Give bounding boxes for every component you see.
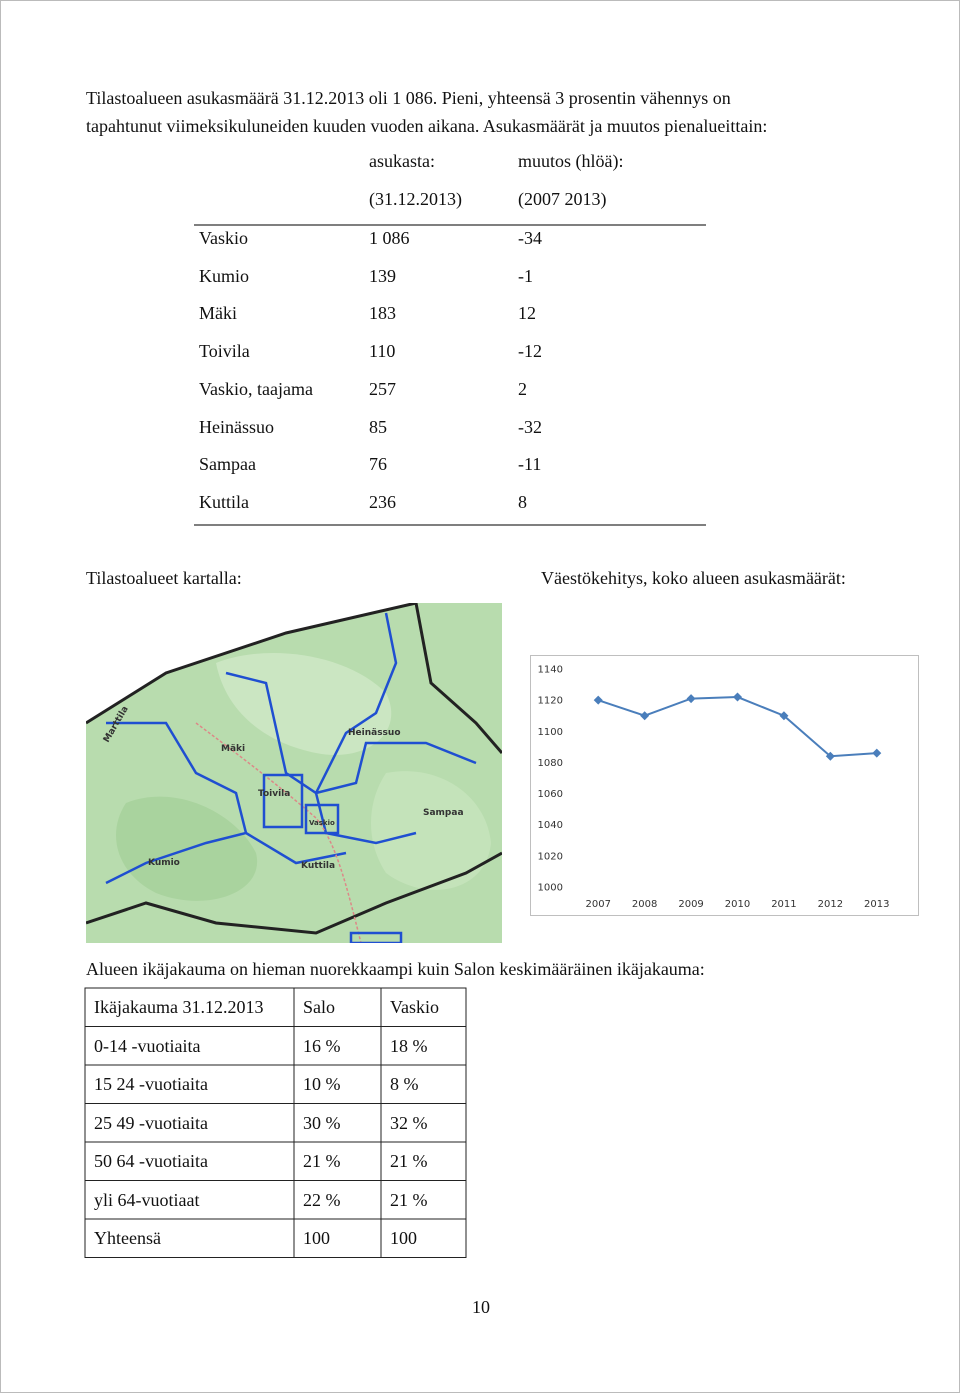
table-cell: 236 <box>369 491 396 512</box>
map-border <box>86 603 502 935</box>
table-cell: -32 <box>518 416 542 437</box>
table-header: asukasta: <box>369 151 435 171</box>
x-tick-label: 2010 <box>725 899 750 910</box>
data-point <box>686 694 696 704</box>
table-cell: Yhteensä <box>94 1228 161 1248</box>
chart-frame <box>530 655 919 916</box>
table-cell: 16 % <box>303 1035 341 1056</box>
table-cell: 100 <box>390 1228 417 1248</box>
map-label: Kumio <box>148 858 180 868</box>
table-cell: 76 <box>369 454 387 475</box>
map-patch <box>216 653 392 755</box>
table-cell: 50 64 -vuotiaita <box>94 1151 208 1171</box>
y-tick-label: 1020 <box>538 851 563 862</box>
table-cell: 21 % <box>390 1189 428 1210</box>
table-cell: 10 % <box>303 1074 341 1094</box>
table-cell: Mäki <box>199 303 237 324</box>
data-point <box>872 748 882 758</box>
x-tick-label: 2012 <box>818 899 843 910</box>
table-cell: 18 % <box>390 1035 428 1056</box>
y-tick-label: 1000 <box>538 883 563 894</box>
table-cell: Ikäjakauma 31.12.2013 <box>94 997 264 1017</box>
table-cell: 21 % <box>390 1151 428 1171</box>
map: MarttilaMäkiHeinässuoToivilaVaskioSampaa… <box>86 603 502 943</box>
table-cell: Sampaa <box>199 454 256 475</box>
data-point <box>733 692 742 702</box>
x-tick-label: 2013 <box>864 899 889 910</box>
y-tick-label: 1100 <box>538 727 563 738</box>
table-cell: 32 % <box>390 1112 428 1133</box>
map-caption: Tilastoalueet kartalla: <box>86 568 242 588</box>
table-cell: -1 <box>518 265 533 286</box>
map-patch <box>371 771 491 890</box>
table-cell: -12 <box>518 341 542 362</box>
map-label: Mäki <box>221 744 245 754</box>
map-boundary <box>105 612 477 885</box>
map-label: Toivila <box>258 789 290 799</box>
x-tick-label: 2008 <box>632 899 657 910</box>
data-point <box>640 711 650 721</box>
table-cell: 183 <box>369 303 396 324</box>
table-cell: Vaskio, taajama <box>199 378 313 399</box>
y-tick-label: 1140 <box>538 665 563 676</box>
table-cell: Vaskio <box>199 228 248 248</box>
y-tick-label: 1080 <box>538 758 563 769</box>
map-label: Heinässuo <box>348 728 401 738</box>
x-tick-label: 2011 <box>771 899 796 910</box>
intro-line: tapahtunut viimeksikuluneiden kuuden vuo… <box>86 116 768 136</box>
x-tick-label: 2007 <box>585 899 610 910</box>
table-header: (31.12.2013) <box>369 189 462 209</box>
table-cell: Kuttila <box>199 491 249 512</box>
table-cell: Toivila <box>199 341 250 362</box>
map-box <box>349 931 403 943</box>
table-cell: 100 <box>303 1228 330 1248</box>
map-label: Vaskio <box>309 819 335 827</box>
table-cell: 25 49 -vuotiaita <box>94 1112 208 1133</box>
table-cell: yli 64-vuotiaat <box>94 1189 200 1210</box>
table-cell: 12 <box>518 303 536 324</box>
table-cell: 30 % <box>303 1112 341 1133</box>
table-cell: -34 <box>518 228 542 248</box>
page-number: 10 <box>472 1297 490 1317</box>
table-cell: 2 <box>518 378 527 399</box>
table-cell: 8 <box>518 491 527 512</box>
table-cell: 110 <box>369 341 396 362</box>
table-cell: Heinässuo <box>199 416 274 437</box>
map-label: Sampaa <box>423 808 464 818</box>
table-cell: Kumio <box>199 265 250 286</box>
data-point <box>779 711 789 721</box>
table-cell: 21 % <box>303 1151 341 1171</box>
data-point <box>825 751 835 761</box>
table-cell: -11 <box>518 454 542 475</box>
x-tick-label: 2009 <box>678 899 703 910</box>
map-box <box>262 773 304 829</box>
table-cell: 0-14 -vuotiaita <box>94 1035 201 1056</box>
table-cell: Vaskio <box>390 997 439 1017</box>
table-header: (2007 2013) <box>518 189 607 209</box>
chart: 1000 1020 1040 1060 1080 1100 1120 1140 2007 2008… <box>530 655 919 916</box>
data-point <box>593 695 603 705</box>
table-cell: Salo <box>303 997 336 1017</box>
age-text: Alueen ikäjakauma on hieman nuorekkaampi… <box>86 959 705 979</box>
table-cell: 8 % <box>390 1074 419 1094</box>
table-cell: 257 <box>369 378 396 399</box>
y-tick-label: 1120 <box>538 696 563 707</box>
chart-caption: Väestökehitys, koko alueen asukasmäärät: <box>541 568 846 588</box>
table-header: muutos (hlöä): <box>518 151 624 171</box>
table-cell: 85 <box>369 416 387 437</box>
y-tick-label: 1060 <box>538 789 563 800</box>
table-cell: 15 24 -vuotiaita <box>94 1074 208 1094</box>
map-label: Kuttila <box>301 861 335 871</box>
table-cell: 22 % <box>303 1189 341 1210</box>
map-box <box>304 803 340 835</box>
table-cell: 1 086 <box>369 228 410 248</box>
table-cell: 139 <box>369 265 396 286</box>
intro-line: Tilastoalueen asukasmäärä 31.12.2013 oli… <box>86 88 731 108</box>
y-tick-label: 1040 <box>538 820 563 831</box>
